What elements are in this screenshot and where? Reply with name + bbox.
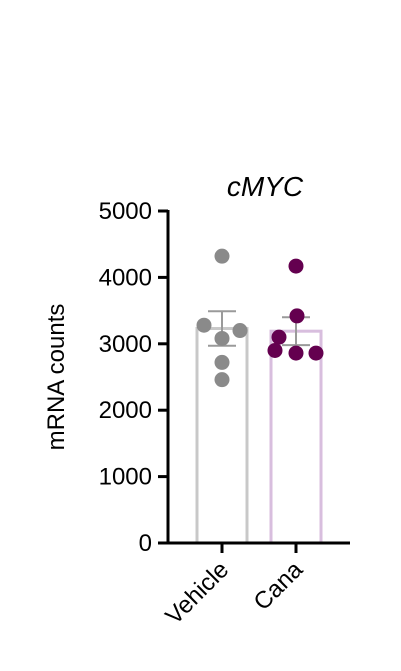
data-point-cana (271, 329, 287, 345)
data-point-vehicle (214, 354, 230, 370)
data-point-cana (308, 345, 324, 361)
y-tick-label: 4000 (99, 264, 152, 291)
axes-layer (158, 209, 350, 553)
data-point-cana (288, 345, 304, 361)
data-point-vehicle (214, 372, 230, 388)
data-point-cana (289, 308, 305, 324)
chart-title: cMYC (227, 171, 304, 202)
y-axis-label: mRNA counts (43, 304, 70, 451)
data-point-vehicle (196, 317, 212, 333)
y-tick-label: 1000 (99, 464, 152, 491)
y-tick-label: 0 (139, 530, 152, 557)
data-point-vehicle (214, 248, 230, 264)
points-layer (196, 248, 324, 388)
y-tick-label: 3000 (99, 331, 152, 358)
y-tick-label: 5000 (99, 198, 152, 225)
data-point-cana (288, 258, 304, 274)
x-tick-label-vehicle: Vehicle (160, 556, 234, 630)
bar-cana (269, 329, 323, 545)
data-point-cana (267, 342, 283, 358)
y-tick-label: 2000 (99, 397, 152, 424)
data-point-vehicle (214, 330, 230, 346)
data-point-vehicle (232, 323, 248, 339)
x-tick-label-cana: Cana (249, 556, 309, 616)
